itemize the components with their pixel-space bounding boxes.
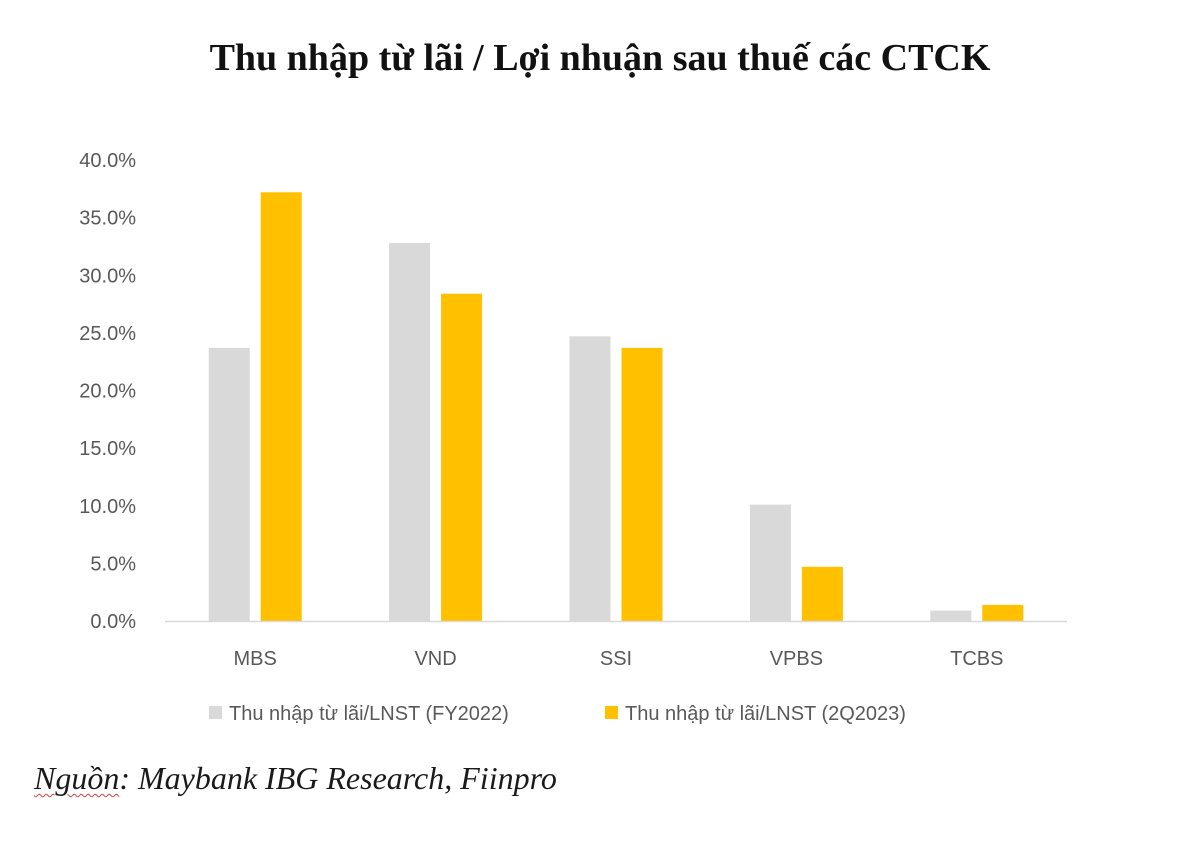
y-tick-label: 5.0% (90, 553, 136, 575)
bars (208, 192, 1024, 622)
bar-vpbs-series-1 (749, 504, 791, 621)
bar-vpbs-series-2 (801, 566, 843, 621)
y-tick-label: 25.0% (79, 323, 136, 345)
legend-swatch (605, 706, 618, 719)
legend-label: Thu nhập từ lãi/LNST (2Q2023) (625, 703, 906, 725)
source-note: Nguồn: Maybank IBG Research, Fiinpro (34, 760, 557, 797)
source-prefix: Nguồn (34, 760, 120, 796)
legend: Thu nhập từ lãi/LNST (FY2022) Thu nhập từ… (209, 703, 906, 725)
x-axis-labels: MBS VND SSI VPBS TCBS (234, 648, 1004, 670)
bar-vnd-series-2 (441, 293, 483, 621)
bar-mbs-series-1 (208, 347, 250, 621)
x-tick-label: MBS (234, 648, 277, 670)
y-tick-label: 35.0% (79, 208, 136, 230)
y-tick-label: 20.0% (79, 381, 136, 403)
x-tick-label: TCBS (950, 648, 1003, 670)
bar-tcbs-series-2 (982, 604, 1024, 621)
y-tick-label: 10.0% (79, 496, 136, 518)
bar-vnd-series-1 (389, 242, 431, 622)
bar-tcbs-series-1 (930, 610, 972, 621)
y-tick-label: 40.0% (79, 150, 136, 172)
y-tick-label: 15.0% (79, 438, 136, 460)
x-tick-label: VND (414, 648, 456, 670)
bar-ssi-series-1 (569, 336, 611, 621)
chart-title: Thu nhập từ lãi / Lợi nhuận sau thuế các… (209, 37, 991, 79)
x-tick-label: VPBS (770, 648, 823, 670)
bar-mbs-series-2 (260, 192, 302, 621)
x-tick-label: SSI (600, 648, 632, 670)
y-tick-label: 0.0% (90, 611, 136, 633)
y-axis-ticks: 0.0% 5.0% 10.0% 15.0% 20.0% 25.0% 30.0% 35.0% 40… (79, 150, 136, 633)
source-text: : Maybank IBG Research, Fiinpro (119, 760, 557, 796)
legend-label: Thu nhập từ lãi/LNST (FY2022) (229, 703, 509, 725)
legend-swatch (209, 706, 222, 719)
bar-ssi-series-2 (621, 347, 663, 621)
y-tick-label: 30.0% (79, 265, 136, 287)
